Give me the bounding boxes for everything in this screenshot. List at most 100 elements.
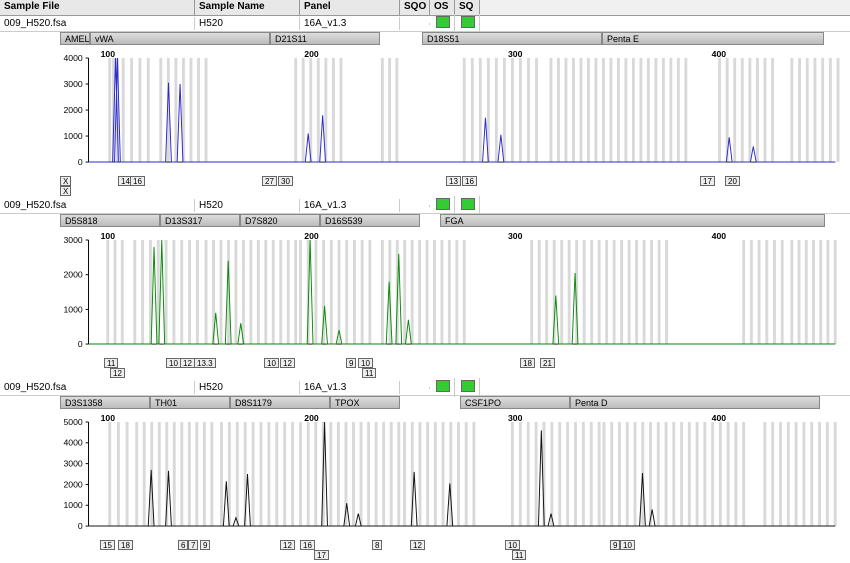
cell-sample_name: H520 [195,17,300,30]
sample-info-row: 009_H520.fsaH52016A_v1.3 [0,380,850,396]
allele-call[interactable]: 10 [620,540,635,550]
allele-call[interactable]: 12 [110,368,125,378]
allele-call[interactable]: 8 [372,540,382,550]
allele-call[interactable]: 10 [264,358,279,368]
os-status-icon [436,380,450,392]
allele-call[interactable]: 18 [118,540,133,550]
header-col4: SQO [400,0,430,15]
allele-call[interactable]: 16 [462,176,477,186]
y-tick-label: 3000 [63,459,82,469]
electropherogram-chart: 0 1000 2000 3000 4000 5000 100 200 300 400 [0,410,850,540]
y-tick-label: 5000 [63,417,82,427]
sqo-cell [400,205,430,207]
sample-info-row: 009_H520.fsaH52016A_v1.3 [0,16,850,32]
y-tick-label: 1000 [63,131,82,141]
locus-label: vWA [90,32,270,45]
y-tick-label: 2000 [63,479,82,489]
allele-call[interactable]: 11 [362,368,376,378]
sq-cell [455,196,480,215]
allele-call[interactable]: 11 [104,358,118,368]
y-tick-label: 3000 [63,235,82,245]
cell-sample_file: 009_H520.fsa [0,17,195,30]
header-col3: Panel [300,0,400,15]
allele-call[interactable]: 17 [700,176,715,186]
allele-call[interactable]: 15 [100,540,115,550]
x-tick-label: 200 [304,49,319,59]
y-tick-label: 1000 [63,500,82,510]
allele-call[interactable]: 13 [446,176,461,186]
y-tick-label: 0 [78,339,83,349]
os-status-icon [436,16,450,28]
y-tick-label: 4000 [63,53,82,63]
allele-call[interactable]: X [60,176,71,186]
cell-sample_name: H520 [195,199,300,212]
x-tick-label: 100 [101,231,116,241]
locus-label: D18S51 [422,32,602,45]
allele-call[interactable]: 12 [410,540,425,550]
locus-label: D5S818 [60,214,160,227]
y-tick-label: 4000 [63,438,82,448]
os-status-icon [436,198,450,210]
locus-label: Penta D [570,396,820,409]
allele-call[interactable]: 16 [300,540,315,550]
x-tick-label: 300 [508,231,523,241]
y-tick-label: 3000 [63,79,82,89]
locus-label: D21S11 [270,32,380,45]
x-tick-label: 100 [101,49,116,59]
trace-line [89,422,836,526]
electropherogram-chart: 01000200030004000100200300400 [0,46,850,176]
allele-call[interactable]: 9 [200,540,210,550]
electropherogram-chart: 0100020003000100200300400 [0,228,850,358]
allele-row: 1112101213.31012910111821 [0,358,850,380]
y-tick-label: 0 [78,157,83,167]
allele-call[interactable]: 12 [280,540,295,550]
locus-row: AMELvWAD21S11 D18S51Penta E [0,32,850,46]
locus-label: TH01 [150,396,230,409]
allele-call[interactable]: 18 [520,358,535,368]
locus-label: TPOX [330,396,400,409]
column-headers: Sample FileSample NamePanelSQOOSSQ [0,0,850,16]
locus-label: D7S820 [240,214,320,227]
cell-panel: 16A_v1.3 [300,381,400,394]
header-col1: Sample File [0,0,195,15]
allele-call[interactable]: 30 [278,176,293,186]
sample-info-row: 009_H520.fsaH52016A_v1.3 [0,198,850,214]
trace-line [89,58,836,162]
allele-call[interactable]: 11 [512,550,526,560]
allele-call[interactable]: 16 [130,176,145,186]
allele-call[interactable]: 12 [180,358,195,368]
allele-call[interactable]: 7 [188,540,198,550]
x-tick-label: 200 [304,413,319,423]
cell-sample_file: 009_H520.fsa [0,381,195,394]
locus-label: AMEL [60,32,90,45]
allele-call[interactable]: 6 [178,540,188,550]
allele-call[interactable]: 21 [540,358,555,368]
allele-call[interactable]: 17 [314,550,329,560]
x-tick-label: 200 [304,231,319,241]
sqo-cell [400,23,430,25]
allele-call[interactable]: 10 [166,358,181,368]
x-tick-label: 100 [101,413,116,423]
locus-label: FGA [440,214,825,227]
x-tick-label: 400 [712,413,727,423]
allele-call[interactable]: 12 [280,358,295,368]
locus-label: D16S539 [320,214,420,227]
header-col2: Sample Name [195,0,300,15]
x-tick-label: 400 [712,49,727,59]
allele-call[interactable]: 20 [725,176,740,186]
allele-call[interactable]: 27 [262,176,277,186]
sq-cell [455,14,480,33]
allele-call[interactable]: 10 [358,358,373,368]
allele-call[interactable]: 13.3 [194,358,216,368]
cell-panel: 16A_v1.3 [300,17,400,30]
allele-call[interactable]: 9 [610,540,620,550]
locus-label: Penta E [602,32,824,45]
allele-call[interactable]: 10 [505,540,520,550]
os-cell [430,196,455,215]
allele-call[interactable]: 9 [346,358,356,368]
x-tick-label: 300 [508,413,523,423]
locus-label: D13S317 [160,214,240,227]
y-tick-label: 1000 [63,304,82,314]
allele-call[interactable]: X [60,186,71,196]
y-tick-label: 0 [78,521,83,531]
